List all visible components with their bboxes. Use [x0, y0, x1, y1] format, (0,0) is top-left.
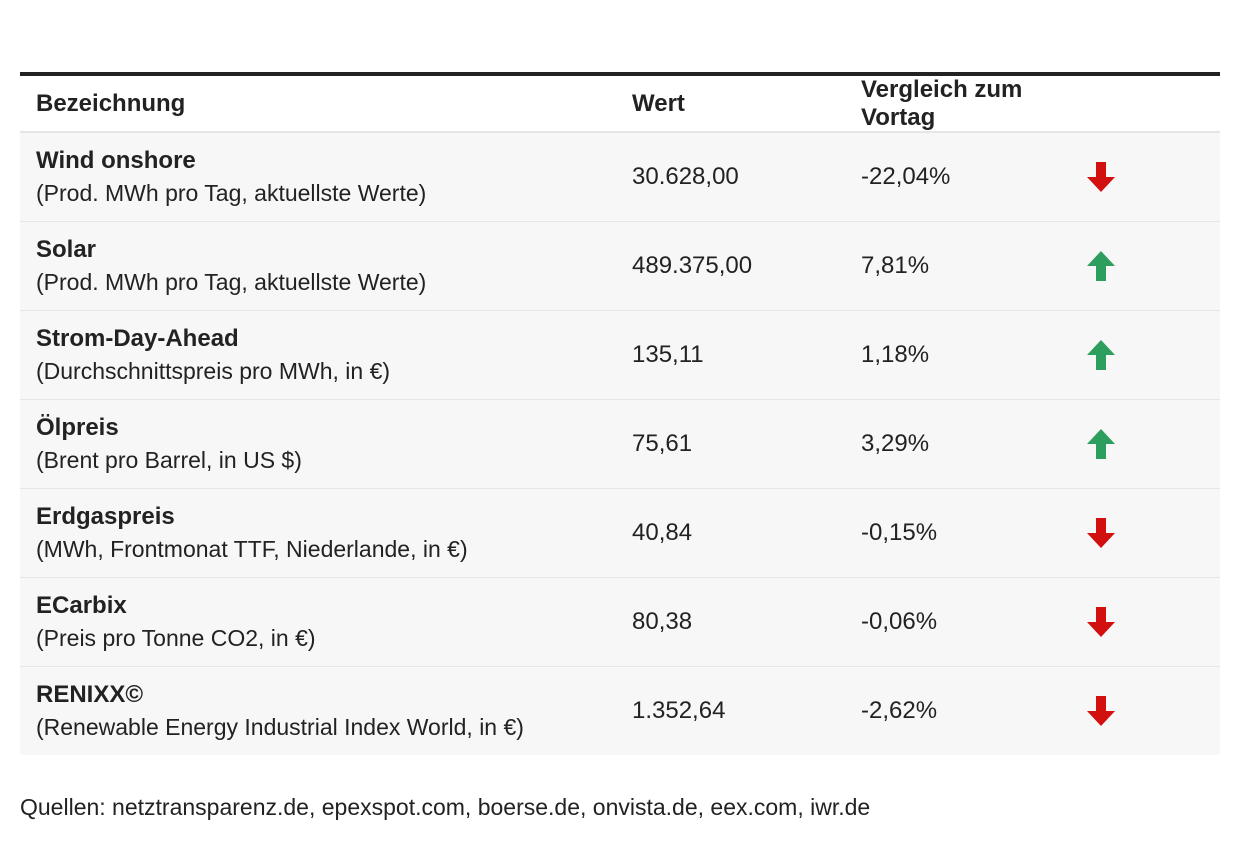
header-change: Vergleich zum Vortag — [861, 75, 1023, 131]
header-name: Bezeichnung — [36, 89, 186, 117]
row-title: Wind onshore — [36, 147, 196, 174]
row-value: 75,61 — [632, 430, 693, 457]
row-change: 7,81% — [861, 252, 930, 279]
market-data-table: Bezeichnung Wert Vergleich zum Vortag Wi… — [20, 72, 1220, 755]
row-change: -0,15% — [861, 519, 938, 546]
table-row: RENIXX© (Renewable Energy Industrial Inde… — [20, 667, 1220, 755]
row-value: 80,38 — [632, 608, 693, 635]
row-subtitle: (Prod. MWh pro Tag, aktuellste Werte) — [36, 269, 427, 295]
table-row: Erdgaspreis (MWh, Frontmonat TTF, Niederl… — [20, 489, 1220, 578]
row-subtitle: (Brent pro Barrel, in US $) — [36, 447, 302, 473]
arrow-down-icon — [1061, 606, 1141, 638]
table-header-row: Bezeichnung Wert Vergleich zum Vortag — [20, 76, 1220, 133]
arrow-up-icon — [1061, 428, 1141, 460]
row-value: 489.375,00 — [632, 252, 753, 279]
row-name-cell: Wind onshore (Prod. MWh pro Tag, aktuells… — [20, 144, 632, 210]
row-subtitle: (Durchschnittspreis pro MWh, in €) — [36, 358, 391, 384]
table-row: Solar (Prod. MWh pro Tag, aktuellste Wert… — [20, 222, 1220, 311]
row-value: 40,84 — [632, 519, 693, 546]
row-change: 3,29% — [861, 430, 930, 457]
arrow-down-icon — [1061, 517, 1141, 549]
row-title: Erdgaspreis — [36, 503, 175, 530]
row-name-cell: Erdgaspreis (MWh, Frontmonat TTF, Niederl… — [20, 500, 632, 566]
row-name-cell: Solar (Prod. MWh pro Tag, aktuellste Wert… — [20, 233, 632, 299]
row-subtitle: (MWh, Frontmonat TTF, Niederlande, in €) — [36, 536, 468, 562]
table-row: ECarbix (Preis pro Tonne CO2, in €) 80,38 -… — [20, 578, 1220, 667]
row-title: Solar — [36, 236, 97, 263]
row-change: -0,06% — [861, 608, 938, 635]
row-change: -22,04% — [861, 163, 951, 190]
row-name-cell: Strom-Day-Ahead (Durchschnittspreis pro M… — [20, 322, 632, 388]
table-row: Strom-Day-Ahead (Durchschnittspreis pro M… — [20, 311, 1220, 400]
header-value: Wert — [632, 89, 685, 117]
row-title: Strom-Day-Ahead — [36, 325, 239, 352]
arrow-down-icon — [1061, 161, 1141, 193]
row-name-cell: ECarbix (Preis pro Tonne CO2, in €) — [20, 589, 632, 655]
arrow-down-icon — [1061, 695, 1141, 727]
source-note: Quellen: netztransparenz.de, epexspot.co… — [20, 794, 871, 820]
row-change: -2,62% — [861, 697, 938, 724]
arrow-up-icon — [1061, 339, 1141, 371]
row-title: RENIXX© — [36, 681, 144, 708]
row-value: 135,11 — [632, 341, 704, 368]
table-row: Wind onshore (Prod. MWh pro Tag, aktuells… — [20, 133, 1220, 222]
row-subtitle: (Prod. MWh pro Tag, aktuellste Werte) — [36, 180, 427, 206]
row-title: ECarbix — [36, 592, 127, 619]
row-change: 1,18% — [861, 341, 930, 368]
table-row: Ölpreis (Brent pro Barrel, in US $) 75,61 3… — [20, 400, 1220, 489]
row-name-cell: Ölpreis (Brent pro Barrel, in US $) — [20, 411, 632, 477]
row-subtitle: (Preis pro Tonne CO2, in €) — [36, 625, 316, 651]
row-value: 30.628,00 — [632, 163, 739, 190]
row-value: 1.352,64 — [632, 697, 726, 724]
row-title: Ölpreis — [36, 414, 119, 441]
row-subtitle: (Renewable Energy Industrial Index World… — [36, 714, 524, 740]
arrow-up-icon — [1061, 250, 1141, 282]
table-top-rule — [20, 72, 1220, 76]
table-body: Wind onshore (Prod. MWh pro Tag, aktuells… — [20, 133, 1220, 755]
row-name-cell: RENIXX© (Renewable Energy Industrial Inde… — [20, 678, 632, 744]
